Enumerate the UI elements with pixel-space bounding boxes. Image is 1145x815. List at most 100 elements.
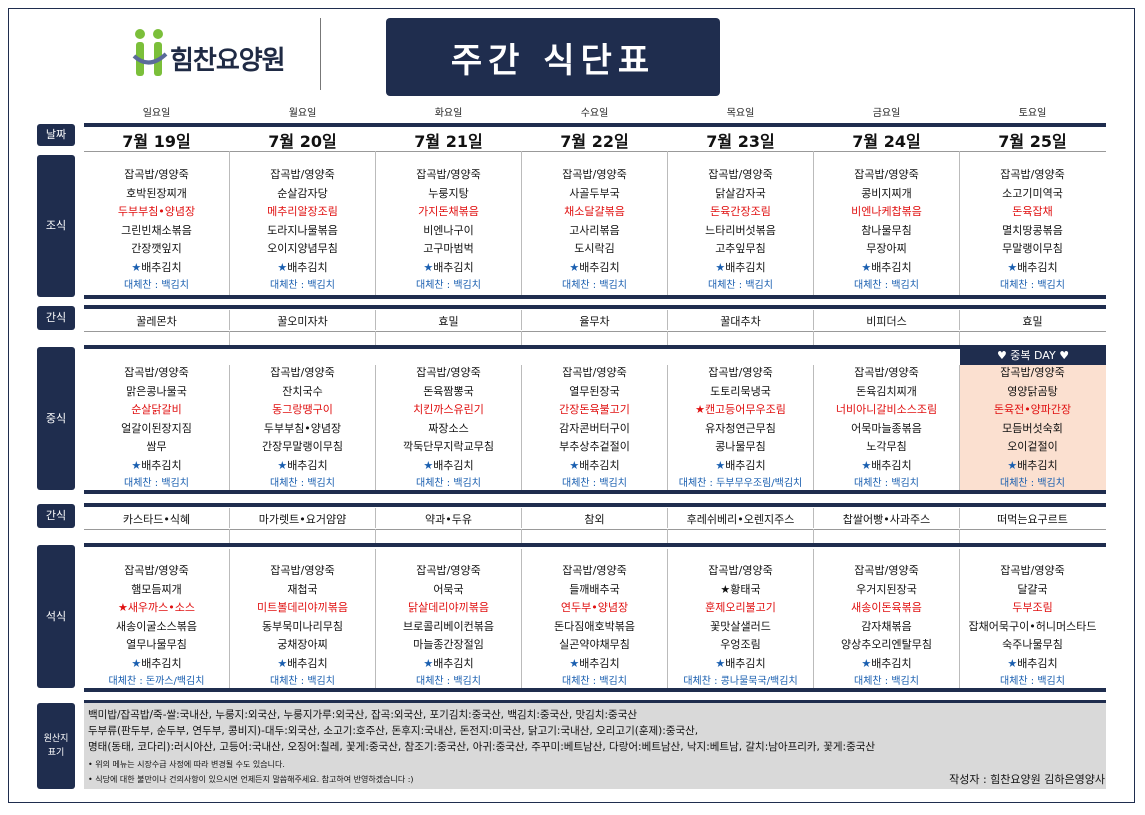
menu-item: 돈육간장조림 bbox=[710, 205, 771, 218]
row-label-snack2: 간식 bbox=[37, 504, 75, 528]
star-icon: ★ bbox=[277, 656, 288, 670]
date-cell: 7월 21일 bbox=[414, 132, 483, 151]
column-divider bbox=[521, 508, 522, 528]
menu-item: 잔치국수 bbox=[282, 384, 323, 398]
column-divider bbox=[375, 508, 376, 528]
star-icon: ★ bbox=[423, 260, 434, 274]
column-divider bbox=[521, 529, 522, 543]
menu-item: 우거지된장국 bbox=[856, 582, 917, 596]
menu-cell: 잡곡밥/영양죽 사골두부국 채소달걀볶음 고사리볶음 도시락김 ★배추김치 대체찬 : 백김… bbox=[522, 166, 667, 296]
menu-item: 잡곡밥/영양죽 bbox=[270, 168, 335, 181]
menu-item: 비엔나케찹볶음 bbox=[851, 205, 922, 218]
menu-item: 대체찬 : 백김치 bbox=[854, 676, 919, 687]
menu-item: 두부부침•양념장 bbox=[263, 421, 342, 435]
weekday-label: 일요일 bbox=[142, 108, 171, 119]
menu-item: 돈육전•양파간장 bbox=[993, 403, 1072, 416]
divider bbox=[84, 151, 1106, 152]
origin-box bbox=[84, 703, 1106, 789]
menu-item: 대체찬 : 백김치 bbox=[124, 478, 189, 489]
menu-item: 대체찬 : 백김치 bbox=[562, 676, 627, 687]
menu-item: 노각무침 bbox=[866, 440, 907, 453]
snack-cell: 비피더스 bbox=[866, 315, 907, 328]
snack-cell: 효밀 bbox=[1022, 315, 1043, 328]
menu-cell: 잡곡밥/영양죽 누룽지탕 가지돈채볶음 비엔나구이 고구마범벅 ★배추김치 대체찬 : 백김… bbox=[376, 166, 521, 296]
menu-cell: 잡곡밥/영양죽 어묵국 닭살데리야끼볶음 브로콜리베이컨볶음 마늘종간장절임 ★배추김치 대… bbox=[376, 562, 521, 692]
divider bbox=[84, 295, 1106, 299]
menu-item: 대체찬 : 백김치 bbox=[1000, 478, 1065, 489]
menu-item: 맑은콩나물국 bbox=[126, 384, 187, 398]
column-divider bbox=[375, 365, 376, 490]
menu-item: 오이지양념무침 bbox=[267, 242, 338, 255]
menu-item: 재첩국 bbox=[287, 582, 318, 596]
menu-item: 대체찬 : 백김치 bbox=[562, 280, 627, 291]
menu-item: 잡곡밥/영양죽 bbox=[708, 168, 773, 181]
menu-item: ★배추김치 bbox=[131, 458, 182, 472]
menu-cell: 잡곡밥/영양죽 잔치국수 동그랑땡구이 두부부침•양념장 간장무말랭이무침 ★배추김치 대체… bbox=[230, 364, 375, 494]
divider bbox=[84, 123, 1106, 127]
star-icon: ★ bbox=[569, 656, 580, 670]
column-divider bbox=[667, 549, 668, 688]
menu-item: 얼갈이된장지짐 bbox=[121, 421, 192, 435]
menu-item: 느타리버섯볶음 bbox=[705, 223, 776, 237]
column-divider bbox=[521, 151, 522, 295]
menu-item: 잡곡밥/영양죽 bbox=[1000, 168, 1065, 181]
date-cell: 7월 25일 bbox=[998, 132, 1067, 151]
menu-item: 잡곡밥/영양죽 bbox=[270, 564, 335, 577]
column-divider bbox=[813, 508, 814, 528]
snack-cell: 참외 bbox=[584, 513, 605, 526]
snack-cell: 카스타드•식혜 bbox=[122, 513, 191, 526]
menu-item: 참나물무침 bbox=[861, 223, 912, 237]
menu-cell: 잡곡밥/영양죽 돈육짬뽕국 치킨까스유린기 짜장소스 깍둑단무지락교무침 ★배추김치 대체찬… bbox=[376, 364, 521, 494]
column-divider bbox=[813, 151, 814, 295]
logo-text: 힘찬요양원 bbox=[170, 46, 286, 76]
star-icon: ★ bbox=[277, 260, 288, 274]
menu-item: 잡곡밥/영양죽 bbox=[124, 168, 189, 181]
snack-cell: 효밀 bbox=[438, 315, 459, 328]
menu-item: 간장무말랭이무침 bbox=[262, 440, 343, 453]
note: • 식당에 대한 불만이나 건의사항이 있으시면 언제든지 말씀해주세요. 참고… bbox=[88, 775, 414, 784]
column-divider bbox=[375, 151, 376, 295]
star-icon: ★ bbox=[1007, 458, 1018, 472]
menu-cell: 잡곡밥/영양죽 들깨배추국 연두부•양념장 돈다짐애호박볶음 실곤약야채무침 ★배추김치 대… bbox=[522, 562, 667, 692]
star-icon: ★ bbox=[1007, 656, 1018, 670]
column-divider bbox=[521, 549, 522, 688]
menu-cell: 잡곡밥/영양죽 열무된장국 간장돈육불고기 감자콘버터구이 부추상추겉절이 ★배추김치 대체… bbox=[522, 364, 667, 494]
snack-cell: 꿀대추차 bbox=[720, 315, 761, 328]
row-label-origin: 원산지 표기 bbox=[37, 703, 75, 789]
star-icon: ★ bbox=[423, 656, 434, 670]
column-divider bbox=[813, 331, 814, 345]
menu-item: 잡곡밥/영양죽 bbox=[854, 168, 919, 181]
logo-icon bbox=[132, 29, 168, 76]
menu-item: 잡곡밥/영양죽 bbox=[416, 168, 481, 181]
menu-item: 잡채어묵구이•허니머스타드 bbox=[968, 619, 1097, 633]
star-icon: ★ bbox=[131, 656, 142, 670]
column-divider bbox=[229, 365, 230, 490]
column-divider bbox=[375, 310, 376, 330]
menu-item: ★황태국 bbox=[720, 582, 761, 596]
menu-item: 돈육김치찌개 bbox=[856, 384, 917, 398]
divider bbox=[84, 331, 1106, 332]
snack-cell: 꿀레몬차 bbox=[136, 315, 177, 328]
star-icon: ★ bbox=[131, 458, 142, 472]
menu-item: 잡곡밥/영양죽 bbox=[416, 564, 481, 577]
column-divider bbox=[959, 310, 960, 330]
origin-line: 명태(동태, 코다리):러시아산, 고등어:국내산, 오징어:칠레, 꽃게:중국… bbox=[88, 741, 876, 753]
menu-item: 궁채장아찌 bbox=[277, 638, 328, 651]
menu-item: ★배추김치 bbox=[1007, 260, 1058, 274]
menu-item: 잡곡밥/영양죽 bbox=[562, 564, 627, 577]
menu-item: ★배추김치 bbox=[277, 260, 328, 274]
column-divider bbox=[667, 508, 668, 528]
menu-cell: 잡곡밥/영양죽 순살감자당 메추리알장조림 도라지나물볶음 오이지양념무침 ★배추김치 대체… bbox=[230, 166, 375, 296]
menu-item: 우엉조림 bbox=[720, 638, 761, 651]
menu-item: ★배추김치 bbox=[423, 458, 474, 472]
column-divider bbox=[813, 365, 814, 490]
snack-cell: 찹쌀어빵•사과주스 bbox=[842, 513, 931, 526]
page-title: 주간 식단표 bbox=[386, 18, 720, 96]
menu-item: ★배추김치 bbox=[277, 458, 328, 472]
menu-item: ★배추김치 bbox=[861, 458, 912, 472]
menu-item: 잡곡밥/영양죽 bbox=[1000, 564, 1065, 577]
menu-item: 잡곡밥/영양죽 bbox=[854, 366, 919, 379]
menu-item: 열무된장국 bbox=[569, 384, 620, 398]
menu-item: ★배추김치 bbox=[715, 656, 766, 670]
menu-item: 열무나물무침 bbox=[126, 638, 187, 651]
